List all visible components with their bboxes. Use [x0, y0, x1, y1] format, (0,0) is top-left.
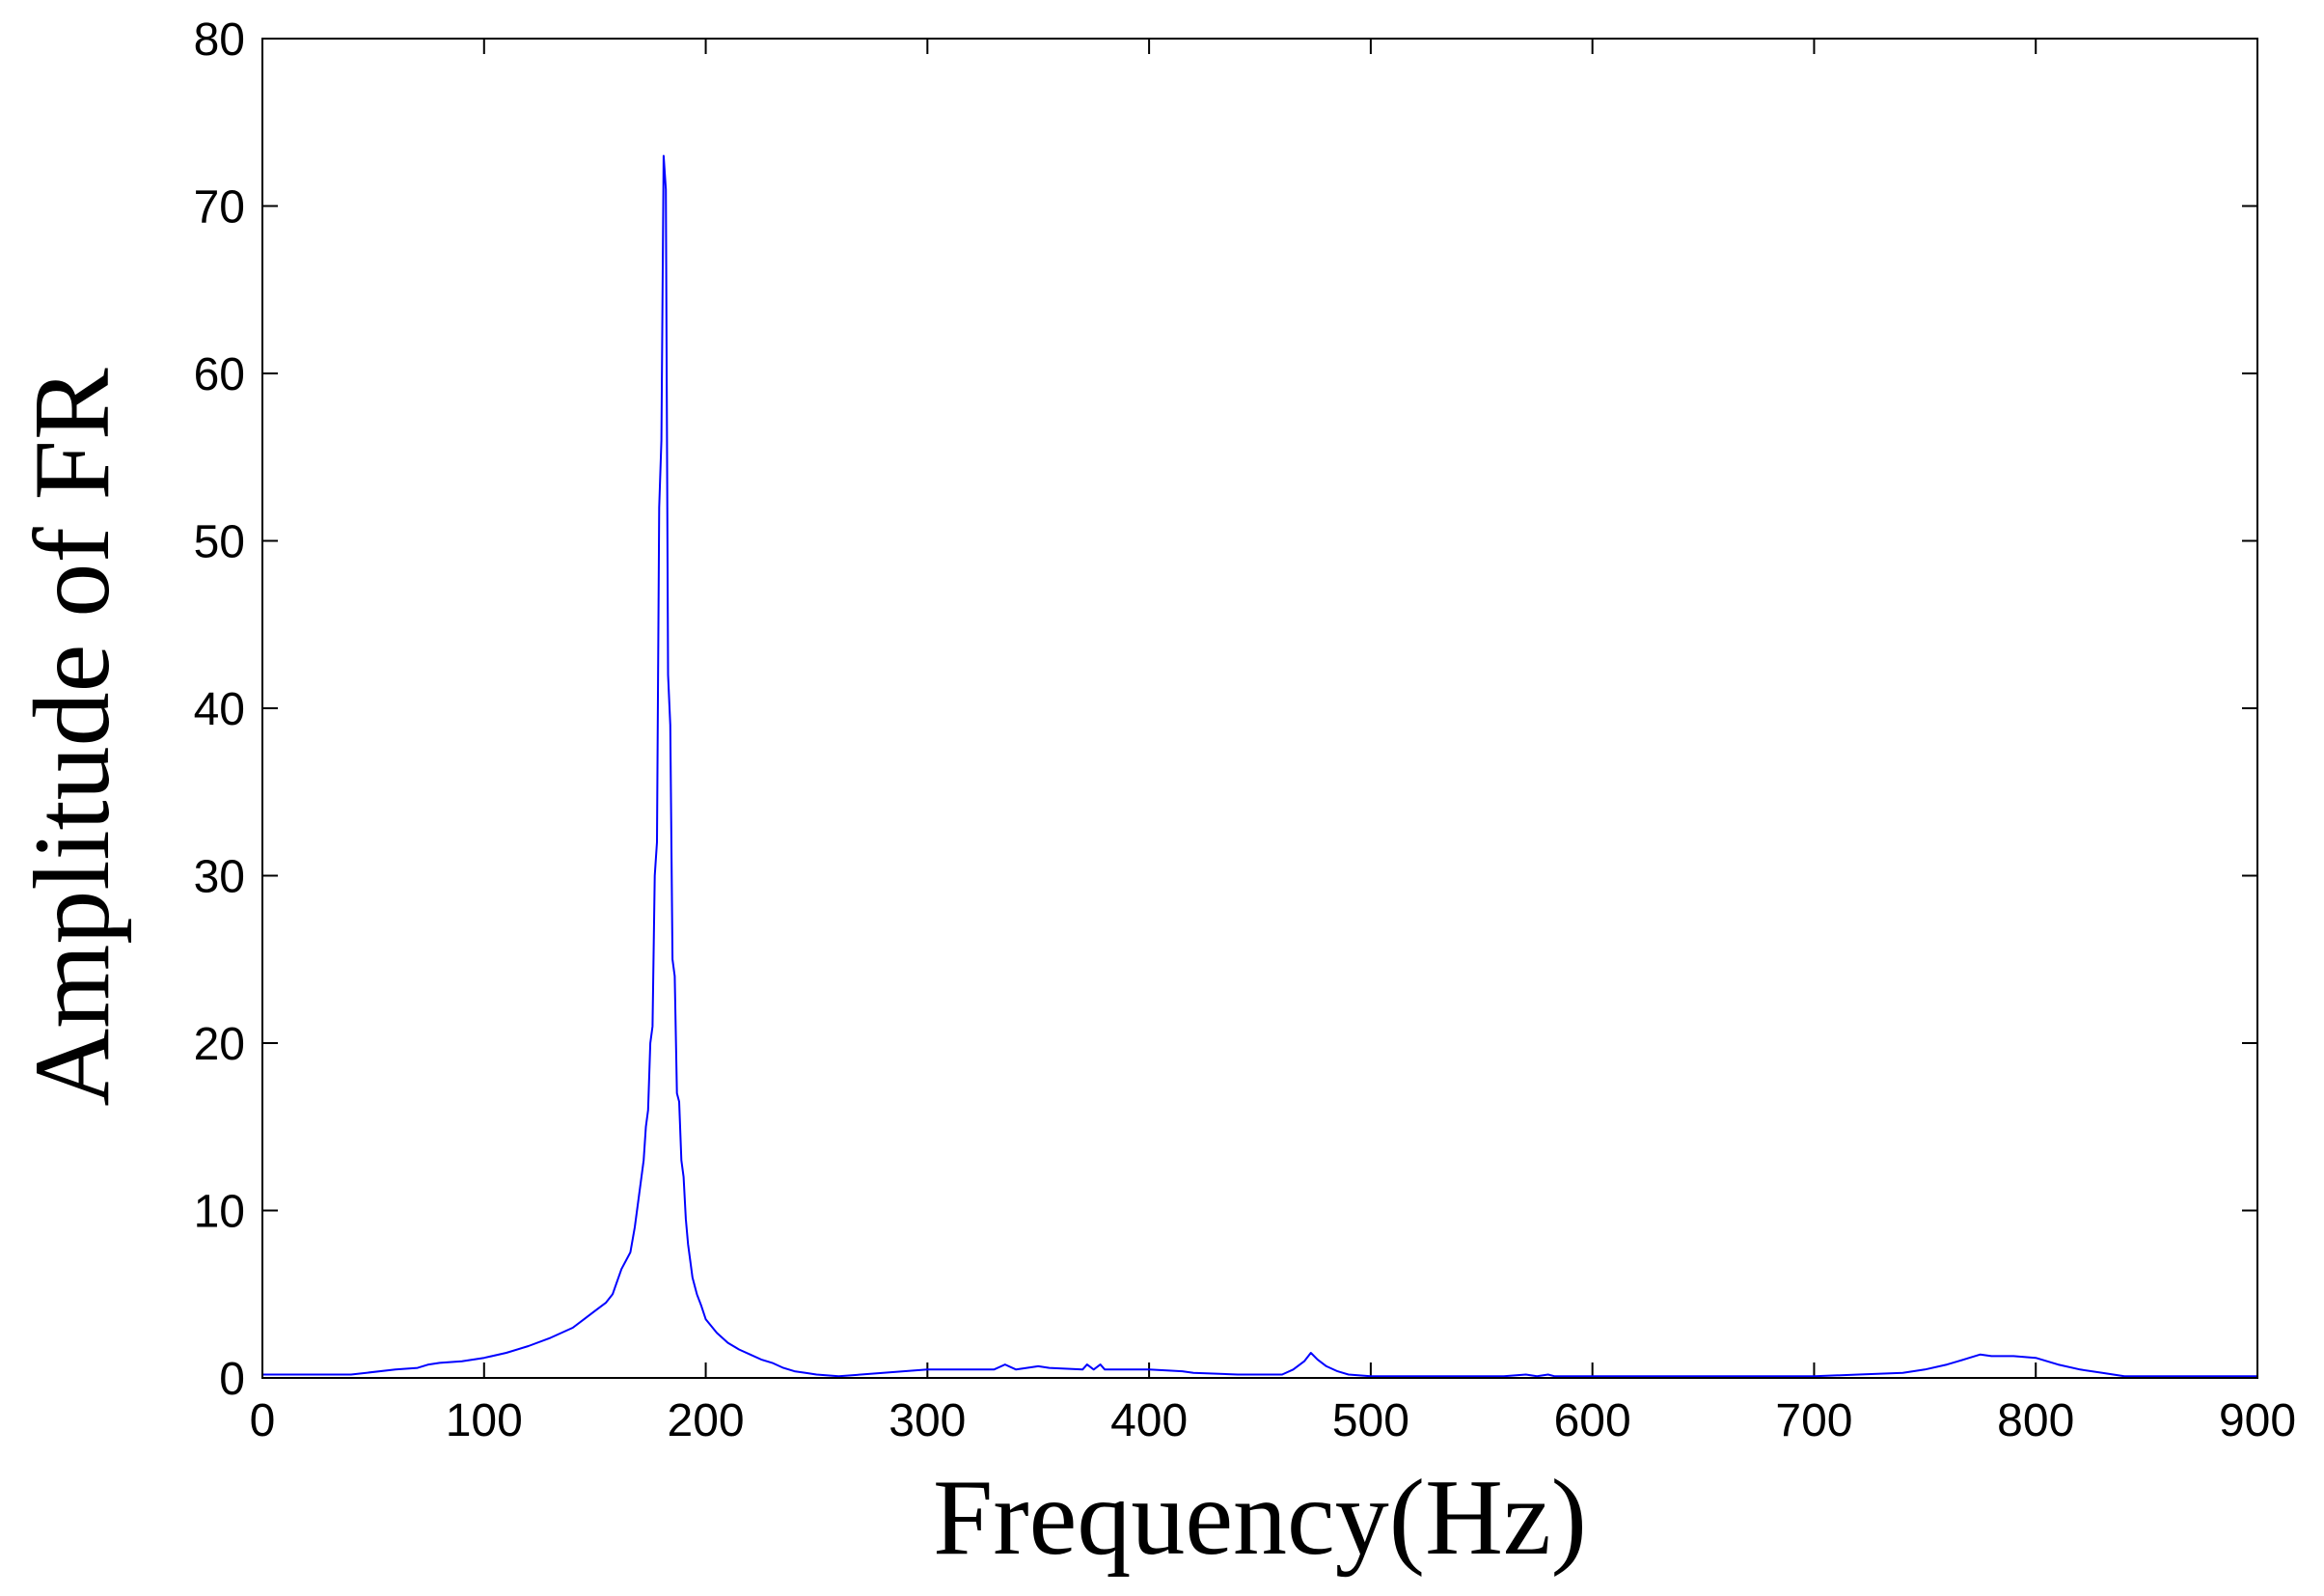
- x-tick-label: 400: [1110, 1395, 1188, 1446]
- y-tick-label: 30: [194, 852, 245, 903]
- y-tick-label: 0: [219, 1354, 245, 1405]
- y-tick-label: 60: [194, 349, 245, 400]
- x-tick-label: 200: [668, 1395, 745, 1446]
- x-tick-label: 0: [250, 1395, 276, 1446]
- y-tick-label: 40: [194, 684, 245, 735]
- y-tick-label: 80: [194, 14, 245, 66]
- series-line: [262, 154, 2257, 1378]
- y-tick-label: 10: [194, 1187, 245, 1238]
- x-tick-label: 300: [889, 1395, 966, 1446]
- x-tick-label: 800: [1997, 1395, 2074, 1446]
- y-tick-label: 20: [194, 1019, 245, 1070]
- series-layer: [262, 154, 2257, 1378]
- y-tick-label: 50: [194, 517, 245, 568]
- y-axis-title: Amplitude of FR: [13, 368, 132, 1107]
- x-axis-title: Frequency(Hz): [933, 1458, 1587, 1578]
- x-tick-label: 100: [446, 1395, 523, 1446]
- x-tick-label: 700: [1775, 1395, 1852, 1446]
- x-tick-label: 900: [2219, 1395, 2296, 1446]
- plot-area-frame: [261, 38, 2258, 1379]
- x-tick-label: 600: [1554, 1395, 1631, 1446]
- y-tick-label: 70: [194, 182, 245, 234]
- x-tick-label: 500: [1332, 1395, 1409, 1446]
- tick-labels: 0 100 200 300 400 500 600 700 800 900 0 10 20 30 40 50 6…: [194, 14, 2296, 1446]
